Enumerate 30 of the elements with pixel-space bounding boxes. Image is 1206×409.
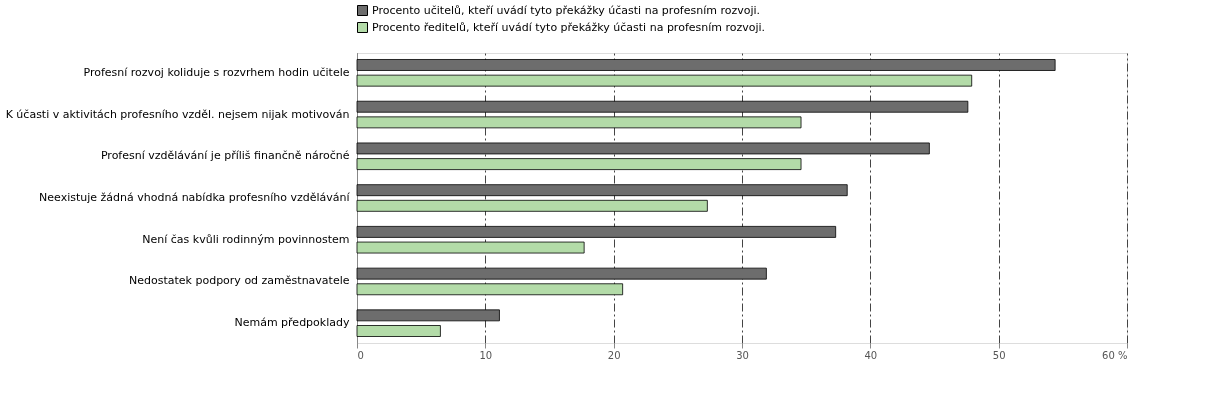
legend-label: Procento učitelů, kteří uvádí tyto překážky účasti na profesním rozvoji. <box>372 3 761 17</box>
bar <box>356 325 441 337</box>
bar <box>356 267 767 280</box>
bar <box>356 241 585 254</box>
legend-label: Procento ředitelů, kteří uvádí tyto překážky účasti na profesním rozvoji. <box>372 20 766 34</box>
x-tick-label: 60 % <box>1102 349 1128 361</box>
bar <box>356 199 708 212</box>
bar <box>356 100 969 113</box>
y-tick-label: Nedostatek podpory od zaměstnavatele <box>129 274 350 288</box>
y-tick-label: K účasti v aktivitách profesního vzděl. nejsem nijak motivován <box>5 107 350 121</box>
bar <box>356 309 500 322</box>
x-tick-label: 20 <box>607 349 621 361</box>
y-tick-label: Profesní vzdělávání je příliš finančně náročné <box>100 149 350 163</box>
bar <box>356 74 973 87</box>
x-tick-label: 0 <box>357 349 364 361</box>
bar <box>356 184 848 197</box>
y-tick-label: Není čas kvůli rodinným povinnostem <box>142 232 350 246</box>
bar <box>356 283 624 296</box>
bar <box>356 116 802 129</box>
y-tick-label: Nemám předpoklady <box>234 316 350 330</box>
x-tick-label: 40 <box>864 349 878 361</box>
bar <box>356 226 837 238</box>
x-tick-label: 50 <box>992 349 1006 361</box>
x-tick-label: 10 <box>479 349 493 361</box>
y-tick-label: Profesní rozvoj koliduje s rozvrhem hodin učitele <box>83 65 350 79</box>
x-tick-label: 30 <box>736 349 749 361</box>
bar <box>356 59 1056 71</box>
bar <box>356 158 802 170</box>
bar <box>356 142 930 155</box>
y-tick-label: Neexistuje žádná vhodná nabídka profesního vzdělávání <box>39 191 351 204</box>
